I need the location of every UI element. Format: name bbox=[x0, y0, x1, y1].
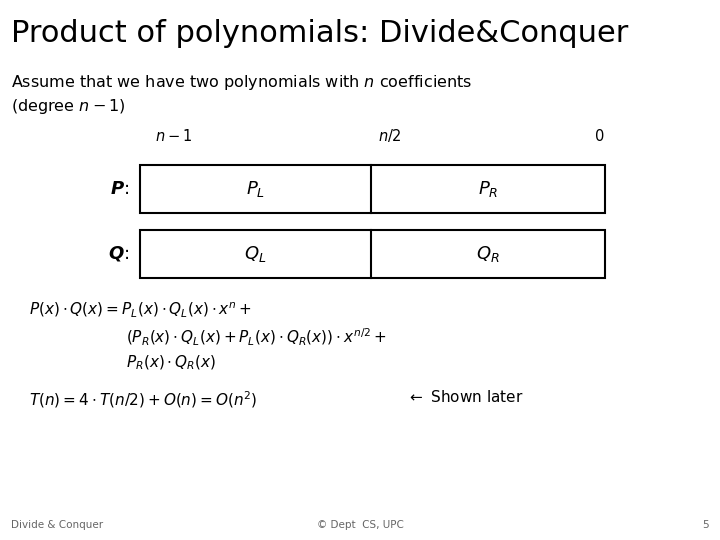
Text: $\leftarrow$ Shown later: $\leftarrow$ Shown later bbox=[407, 389, 523, 405]
Text: $\boldsymbol{P_L}$: $\boldsymbol{P_L}$ bbox=[246, 179, 265, 199]
Text: Assume that we have two polynomials with $n$ coefficients: Assume that we have two polynomials with… bbox=[11, 73, 472, 92]
Text: 5: 5 bbox=[703, 520, 709, 530]
Text: $\boldsymbol{Q_R}$: $\boldsymbol{Q_R}$ bbox=[476, 244, 500, 264]
Text: $n-1$: $n-1$ bbox=[155, 128, 192, 144]
Text: $\boldsymbol{Q_L}$: $\boldsymbol{Q_L}$ bbox=[244, 244, 267, 264]
Text: $n/2$: $n/2$ bbox=[378, 127, 402, 144]
Bar bbox=[140, 165, 605, 213]
Bar bbox=[140, 230, 605, 278]
Text: $0$: $0$ bbox=[595, 128, 605, 144]
Text: © Dept  CS, UPC: © Dept CS, UPC bbox=[317, 520, 403, 530]
Text: Divide & Conquer: Divide & Conquer bbox=[11, 520, 103, 530]
Text: (degree $n-1$): (degree $n-1$) bbox=[11, 97, 125, 116]
Text: $P(x) \cdot Q(x) = P_L(x) \cdot Q_L(x) \cdot x^n+$: $P(x) \cdot Q(x) = P_L(x) \cdot Q_L(x) \… bbox=[29, 300, 252, 319]
Text: $\boldsymbol{Q}$:: $\boldsymbol{Q}$: bbox=[108, 244, 130, 264]
Text: $P_R(x) \cdot Q_R(x)$: $P_R(x) \cdot Q_R(x)$ bbox=[126, 354, 216, 372]
Text: $\boldsymbol{P_R}$: $\boldsymbol{P_R}$ bbox=[477, 179, 498, 199]
Text: $\boldsymbol{P}$:: $\boldsymbol{P}$: bbox=[110, 180, 130, 198]
Text: Product of polynomials: Divide&Conquer: Product of polynomials: Divide&Conquer bbox=[11, 19, 628, 48]
Text: $(P_R(x) \cdot Q_L(x) + P_L(x) \cdot Q_R(x)) \cdot x^{n/2}+$: $(P_R(x) \cdot Q_L(x) + P_L(x) \cdot Q_R… bbox=[126, 327, 387, 348]
Text: $T(n) = 4 \cdot T(n/2) + O(n) = O\left(n^2\right)$: $T(n) = 4 \cdot T(n/2) + O(n) = O\left(n… bbox=[29, 389, 257, 409]
